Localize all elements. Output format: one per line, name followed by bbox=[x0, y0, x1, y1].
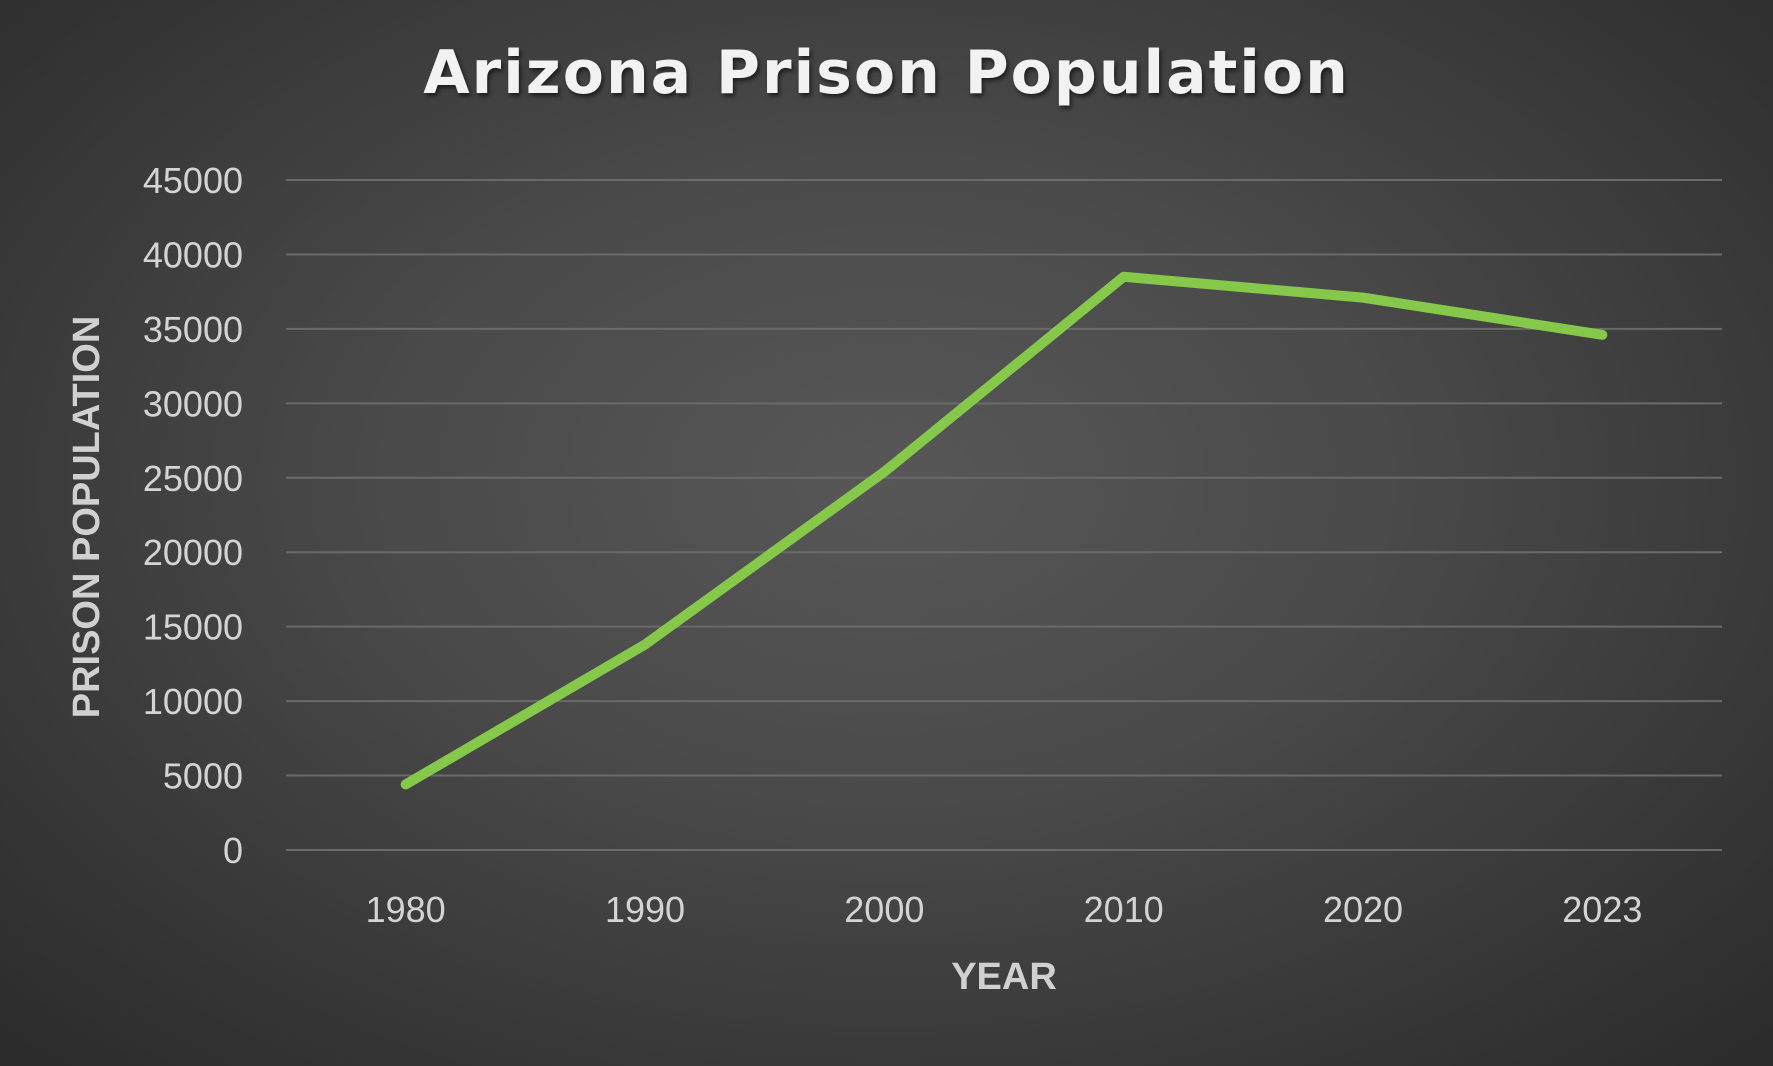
y-tick-label-10000: 10000 bbox=[143, 681, 243, 722]
y-tick-label-35000: 35000 bbox=[143, 309, 243, 350]
x-tick-label-2010: 2010 bbox=[1084, 889, 1164, 930]
x-tick-label-1990: 1990 bbox=[605, 889, 685, 930]
y-tick-label-40000: 40000 bbox=[143, 234, 243, 275]
y-axis-title: PRISON POPULATION bbox=[66, 315, 108, 719]
series-line-0 bbox=[400, 271, 1608, 790]
y-tick-label-25000: 25000 bbox=[143, 458, 243, 499]
y-tick-labels: 0 5000 10000 15000 20000 25000 30000 35000 40000… bbox=[143, 160, 243, 871]
gridlines bbox=[286, 179, 1722, 851]
x-tick-label-1980: 1980 bbox=[366, 889, 446, 930]
y-tick-label-5000: 5000 bbox=[163, 756, 243, 797]
x-tick-label-2023: 2023 bbox=[1562, 889, 1642, 930]
chart-title: Arizona Prison Population bbox=[423, 38, 1350, 108]
series-layer bbox=[400, 271, 1608, 790]
y-tick-label-15000: 15000 bbox=[143, 607, 243, 648]
y-tick-label-0: 0 bbox=[223, 830, 243, 871]
x-tick-label-2000: 2000 bbox=[844, 889, 924, 930]
x-tick-label-2020: 2020 bbox=[1323, 889, 1403, 930]
y-tick-label-30000: 30000 bbox=[143, 383, 243, 424]
y-tick-label-20000: 20000 bbox=[143, 532, 243, 573]
x-tick-labels: 1980 1990 2000 2010 2020 2023 bbox=[366, 889, 1643, 930]
y-tick-label-45000: 45000 bbox=[143, 160, 243, 201]
x-axis-title: YEAR bbox=[951, 956, 1057, 998]
